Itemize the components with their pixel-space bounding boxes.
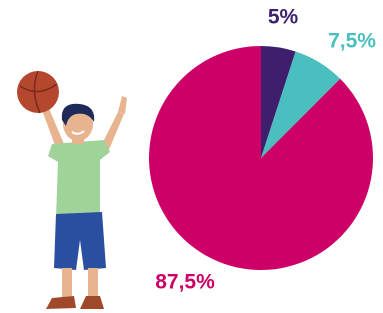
data-label: 87,5% bbox=[155, 271, 215, 294]
chart: 5% 7,5% 87,5% bbox=[0, 0, 383, 313]
data-label: 7,5% bbox=[328, 30, 376, 53]
boy-illustration bbox=[17, 71, 127, 309]
pie-slice bbox=[149, 46, 373, 270]
page: {"chart_data": {"type": "pie", "categori… bbox=[0, 0, 383, 313]
pie bbox=[149, 46, 373, 270]
data-label: 5% bbox=[268, 6, 299, 29]
